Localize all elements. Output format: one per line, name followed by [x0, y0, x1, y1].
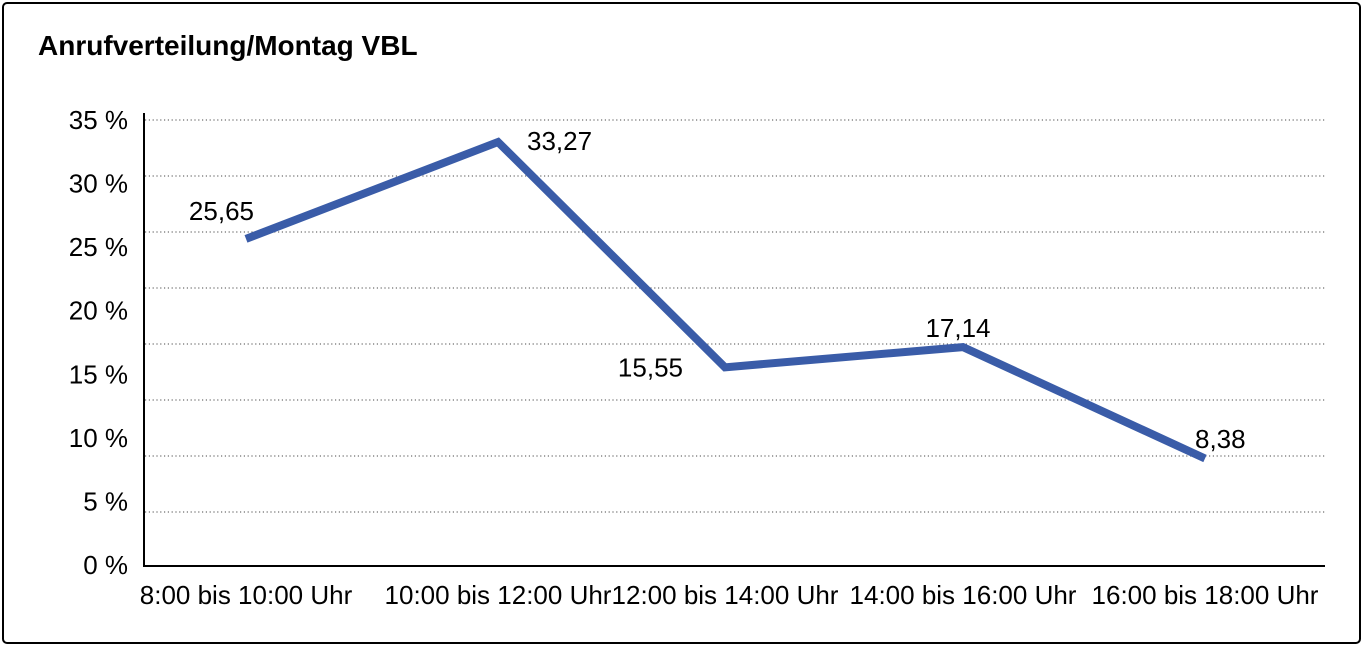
- data-value-label: 25,65: [189, 196, 254, 226]
- series-line: [244, 137, 1207, 463]
- x-tick-label: 10:00 bis 12:00 Uhr: [385, 580, 612, 610]
- x-tick-label: 8:00 bis 10:00 Uhr: [140, 580, 353, 610]
- x-tick-label: 16:00 bis 18:00 Uhr: [1092, 580, 1319, 610]
- y-tick-label: 10 %: [69, 423, 128, 453]
- chart-title: Anrufverteilung/Montag VBL: [38, 30, 418, 61]
- x-tick-label: 14:00 bis 16:00 Uhr: [850, 580, 1077, 610]
- data-value-label: 17,14: [925, 313, 990, 343]
- y-tick-label: 0 %: [83, 550, 128, 580]
- y-tick-label: 25 %: [69, 232, 128, 262]
- x-tick-label: 12:00 bis 14:00 Uhr: [612, 580, 839, 610]
- y-tick-label: 35 %: [69, 105, 128, 135]
- y-tick-label: 15 %: [69, 359, 128, 389]
- y-tick-label: 20 %: [69, 296, 128, 326]
- data-value-label: 33,27: [527, 126, 592, 156]
- data-value-label: 15,55: [618, 352, 683, 382]
- data-value-label: 8,38: [1195, 424, 1246, 454]
- y-tick-label: 30 %: [69, 169, 128, 199]
- y-tick-label: 5 %: [83, 486, 128, 516]
